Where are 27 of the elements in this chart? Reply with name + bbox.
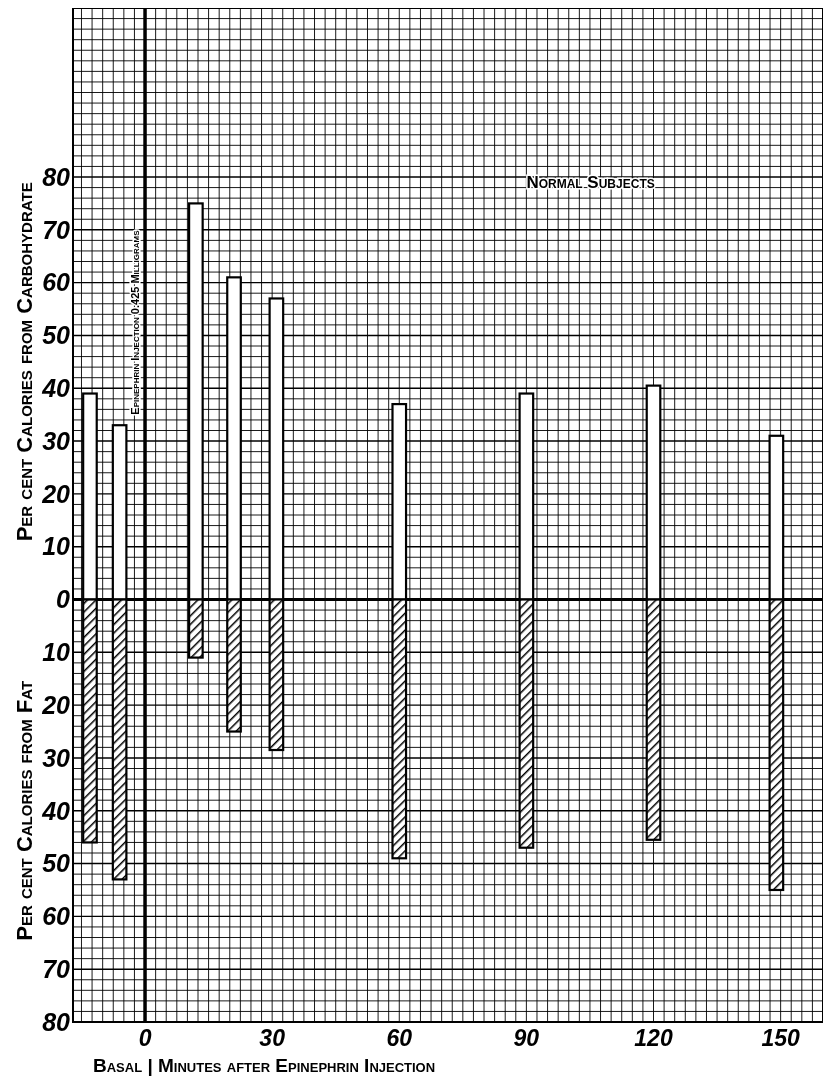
y-tick-label: 80 [42,162,71,191]
y-tick-label: 70 [42,215,71,244]
x-tick-label: 150 [761,1025,801,1051]
x-tick-label: 60 [386,1025,413,1051]
y-tick-label: 10 [42,638,71,667]
y-tick-label: 40 [41,796,71,825]
y-tick-label: 10 [42,532,71,561]
y-axis-title: Per cent Calories from Carbohydrate [12,182,37,542]
x-axis-title: Basal | Minutes after Epinephrin Injection [93,1055,436,1076]
y-tick-label: 40 [41,374,71,402]
y-tick-label: 50 [42,321,71,350]
y-tick-label: 50 [42,849,71,878]
y-tick-label: 60 [42,902,71,931]
y-tick-label: 70 [42,954,71,983]
y-tick-label: 80 [42,1007,71,1036]
ref-line-label: Epinephrin Injection 0.425 Milligrams [129,229,142,415]
y-tick-label: 20 [41,479,71,508]
text: Per cent Calories from Fat [12,680,37,941]
x-tick-label: 90 [513,1025,540,1051]
y-tick-label: 20 [41,690,71,719]
x-tick-label: 0 [138,1025,152,1051]
y-tick-label: 30 [42,426,71,455]
y-tick-label: 30 [42,743,71,772]
y-tick-label: 0 [56,585,71,614]
x-tick-label: 30 [259,1025,286,1051]
y-tick-label: 60 [42,268,71,297]
x-tick-label: 120 [634,1025,673,1051]
